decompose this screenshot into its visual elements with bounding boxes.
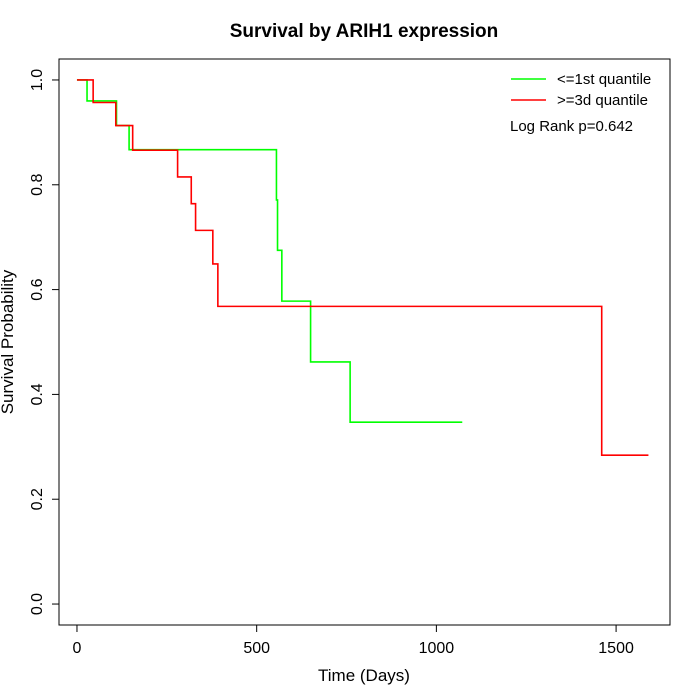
legend: <=1st quantile >=3d quantile [511, 71, 651, 109]
x-tick-label: 1000 [419, 640, 455, 657]
x-axis: 0 500 1000 1500 [73, 624, 634, 657]
x-tick-label: 500 [243, 640, 270, 657]
x-axis-label: Time (Days) [318, 666, 410, 685]
y-tick-label: 1.0 [29, 69, 46, 91]
y-axis-label: Survival Probability [0, 269, 17, 414]
y-tick-label: 0.2 [29, 488, 46, 510]
series-line-1 [76, 79, 463, 423]
y-axis: 0.0 0.2 0.4 0.6 0.8 1.0 [29, 69, 60, 615]
legend-label-2: >=3d quantile [557, 92, 648, 109]
x-tick-label: 0 [73, 640, 82, 657]
log-rank-annotation: Log Rank p=0.642 [510, 118, 633, 135]
y-tick-label: 0.4 [29, 383, 46, 405]
chart-title: Survival by ARIH1 expression [230, 21, 499, 42]
legend-label-1: <=1st quantile [557, 71, 651, 88]
y-tick-label: 0.6 [29, 278, 46, 300]
y-tick-label: 0.8 [29, 174, 46, 196]
x-tick-label: 1500 [598, 640, 634, 657]
series-line-2 [76, 79, 649, 456]
series-layer [76, 79, 649, 456]
y-tick-label: 0.0 [29, 593, 46, 615]
